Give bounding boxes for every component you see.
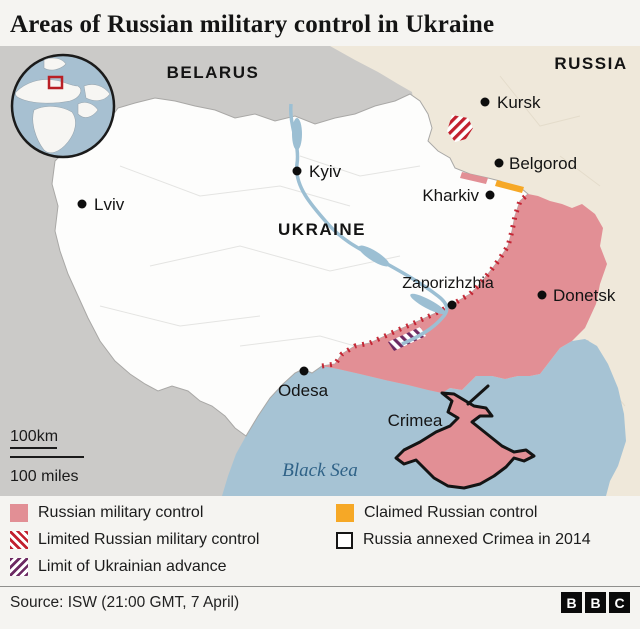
region-label-crimea: Crimea [388,411,443,430]
scale-bar: 100km 100 miles [10,428,84,485]
legend-swatch-claimed-control [336,504,354,523]
locator-globe [10,54,116,159]
title-bar: Areas of Russian military control in Ukr… [0,0,640,47]
legend-swatch-limited-control [10,531,28,550]
arabat-spit-line [466,384,490,406]
legend-label: Limited Russian military control [38,531,260,549]
legend-label: Russia annexed Crimea in 2014 [363,531,591,549]
legend-swatch-crimea-annexed [336,531,353,549]
claimed-control-area [495,180,524,194]
city-label-belgorod: Belgorod [509,154,577,173]
city-dot-odesa [299,366,309,376]
bbc-logo: B B C [561,592,630,614]
city-dot-donetsk [537,290,547,300]
source-text: Source: ISW (21:00 GMT, 7 April) [10,593,240,611]
city-label-kyiv: Kyiv [309,162,342,181]
kakhovka-reservoir [410,294,446,315]
city-label-lviv: Lviv [94,195,125,214]
kursk-incursion-area [447,115,473,143]
city-dot-zaporizhzhia [447,300,457,310]
legend-label: Claimed Russian control [364,504,538,522]
border-control-sliver [460,172,488,185]
kyiv-reservoir [292,118,302,151]
map: BELARUS RUSSIA UKRAINE Kyiv Lviv Kharkiv… [0,46,640,497]
city-dot-belgorod [494,158,504,168]
crimea-area [394,391,536,490]
sea-label-black-sea: Black Sea [282,460,357,481]
city-dot-kyiv [292,166,302,176]
legend-label: Russian military control [38,504,204,522]
legend-swatch-ukrainian-advance [10,558,28,577]
russia-detail-lines [499,75,626,407]
scale-km-label: 100km [10,428,58,445]
bbc-logo-block: C [609,592,630,614]
map-canvas: BELARUS RUSSIA UKRAINE Kyiv Lviv Kharkiv… [0,46,640,497]
bbc-logo-block: B [585,592,606,614]
city-label-donetsk: Donetsk [553,286,616,305]
city-dot-kharkiv [485,190,495,200]
legend-item: Claimed Russian control [336,504,591,523]
ukrainian-advance-area [388,327,426,352]
city-label-kharkiv: Kharkiv [422,186,479,205]
scale-miles-label: 100 miles [10,468,78,485]
country-label-russia: RUSSIA [554,54,627,73]
legend-item: Limit of Ukrainian advance [10,558,328,577]
kremenchuk-reservoir [358,245,390,267]
footer: Source: ISW (21:00 GMT, 7 April) B B C [0,586,640,619]
city-label-zaporizhzhia: Zaporizhzhia [402,275,494,292]
city-label-kursk: Kursk [497,93,541,112]
legend-swatch-russian-control [10,504,28,523]
legend-item: Russian military control [10,504,328,523]
locator-highlight [47,76,64,90]
legend-item: Russia annexed Crimea in 2014 [336,531,591,549]
country-label-belarus: BELARUS [167,63,260,82]
city-dot-lviv [77,199,87,209]
country-label-ukraine: UKRAINE [278,220,366,239]
page-title: Areas of Russian military control in Ukr… [10,11,495,38]
city-label-odesa: Odesa [278,381,329,400]
city-dot-kursk [480,97,490,107]
legend-label: Limit of Ukrainian advance [38,558,227,576]
bbc-logo-block: B [561,592,582,614]
legend-item: Limited Russian military control [10,531,328,550]
ukraine-detail-lines [99,155,421,357]
legend: Russian military control Limited Russian… [0,496,640,583]
